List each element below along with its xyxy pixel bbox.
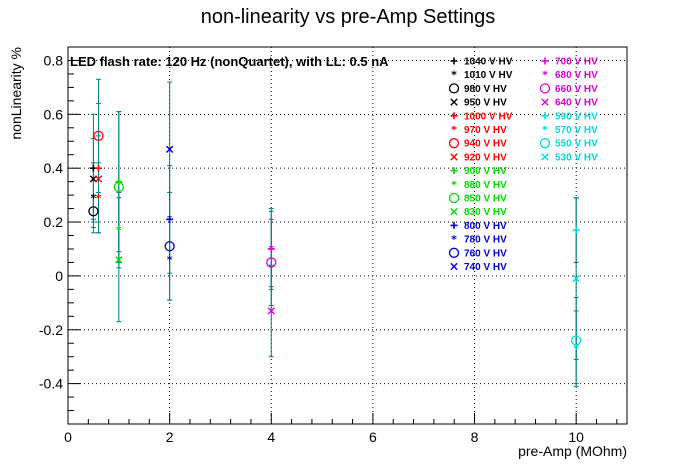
data-point: * — [96, 192, 102, 205]
data-point: * — [91, 192, 97, 205]
data-point: * — [167, 254, 173, 267]
data-point — [267, 245, 275, 253]
legend-marker — [541, 98, 549, 106]
y-axis-label: nonLinearity % — [8, 47, 24, 140]
data-point — [572, 226, 580, 234]
x-axis: 0 2 4 6 8 10 — [64, 413, 618, 445]
legend-entry-label: 760 V HV — [464, 248, 507, 259]
legend-marker — [541, 112, 549, 120]
run-annotation: LED flash rate: 120 Hz (nonQuartet), wit… — [70, 54, 389, 69]
legend-marker — [450, 112, 458, 120]
data-point — [266, 257, 277, 268]
legend-marker — [450, 57, 458, 65]
data-point: * — [268, 243, 274, 256]
data-point — [113, 181, 124, 193]
y-tick-label: 0.8 — [44, 52, 64, 68]
y-tick-label: -0.2 — [39, 322, 63, 338]
legend-entry-label: 920 V HV — [464, 152, 507, 163]
legend-marker — [450, 208, 458, 216]
legend-marker — [450, 98, 458, 106]
data-point — [93, 130, 104, 142]
data-point — [115, 256, 123, 264]
data-point — [94, 175, 103, 183]
legend-marker — [539, 83, 551, 94]
legend: 1040 V HV * 1010 V HV 980 V HV 950 V HV 1000 … — [448, 57, 598, 273]
legend-entry-label: 700 V HV — [555, 57, 598, 68]
data-point — [165, 145, 174, 154]
x-tick-label: 10 — [568, 429, 584, 445]
legend-marker — [448, 247, 460, 258]
legend-marker — [450, 221, 458, 229]
legend-entry-label: 900 V HV — [464, 166, 507, 177]
legend-marker: * — [451, 233, 457, 246]
legend-marker: * — [451, 124, 457, 137]
legend-entry-label: 830 V HV — [464, 207, 507, 218]
legend-marker — [541, 57, 549, 65]
legend-marker: * — [451, 178, 457, 191]
data-point — [571, 335, 582, 346]
y-tick-label: 0.6 — [44, 106, 64, 122]
data-point — [572, 274, 580, 283]
data-point — [94, 164, 102, 172]
x-axis-label: pre-Amp (MOhm) — [518, 443, 627, 459]
x-tick-label: 0 — [64, 429, 72, 445]
y-tick-label: 0.2 — [44, 214, 64, 230]
y-axis: 0.8 0.6 0.4 0.2 0 -0.2 -0.4 — [39, 46, 80, 412]
legend-entry-label: 800 V HV — [464, 221, 507, 232]
legend-marker — [448, 83, 460, 94]
y-tick-label: -0.4 — [39, 376, 63, 392]
data-point — [166, 215, 174, 223]
legend-marker — [539, 138, 551, 149]
legend-marker — [450, 167, 458, 175]
data-points: * ***** — [88, 130, 582, 356]
legend-marker: * — [542, 69, 548, 82]
y-tick-label: 0 — [55, 268, 63, 284]
data-point — [267, 307, 275, 315]
legend-entry-label: 1000 V HV — [464, 111, 513, 122]
legend-entry-label: 970 V HV — [464, 125, 507, 136]
legend-entry-label: 1010 V HV — [464, 70, 513, 81]
x-tick-label: 4 — [267, 429, 275, 445]
data-point — [88, 206, 99, 217]
legend-entry-label: 850 V HV — [464, 194, 507, 205]
legend-marker: * — [542, 124, 548, 137]
chart-title: non-linearity vs pre-Amp Settings — [201, 6, 496, 28]
legend-marker: * — [451, 69, 457, 82]
legend-marker — [450, 153, 458, 161]
data-point: * — [573, 343, 579, 356]
legend-entry-label: 660 V HV — [555, 84, 598, 95]
legend-marker — [448, 138, 460, 149]
x-tick-label: 6 — [369, 429, 377, 445]
x-tick-label: 8 — [471, 429, 479, 445]
legend-entry-label: 530 V HV — [555, 152, 598, 163]
legend-entry-label: 570 V HV — [555, 125, 598, 136]
legend-entry-label: 880 V HV — [464, 180, 507, 191]
data-point — [115, 178, 123, 186]
legend-entry-label: 590 V HV — [555, 111, 598, 122]
legend-entry-label: 950 V HV — [464, 98, 507, 109]
x-tick-label: 2 — [166, 429, 174, 445]
legend-entry-label: 680 V HV — [555, 70, 598, 81]
legend-entry-label: 550 V HV — [555, 139, 598, 150]
legend-entry-label: 640 V HV — [555, 98, 598, 109]
y-tick-label: 0.4 — [44, 160, 64, 176]
legend-marker — [541, 153, 549, 161]
data-point: * — [116, 224, 122, 237]
legend-entry-label: 940 V HV — [464, 139, 507, 150]
legend-marker — [450, 262, 458, 271]
legend-entry-label: 780 V HV — [464, 235, 507, 246]
legend-marker — [448, 192, 460, 204]
legend-entry-label: 1040 V HV — [464, 57, 513, 68]
legend-entry-label: 980 V HV — [464, 84, 507, 95]
legend-entry-label: 740 V HV — [464, 262, 507, 273]
data-point — [164, 241, 175, 252]
